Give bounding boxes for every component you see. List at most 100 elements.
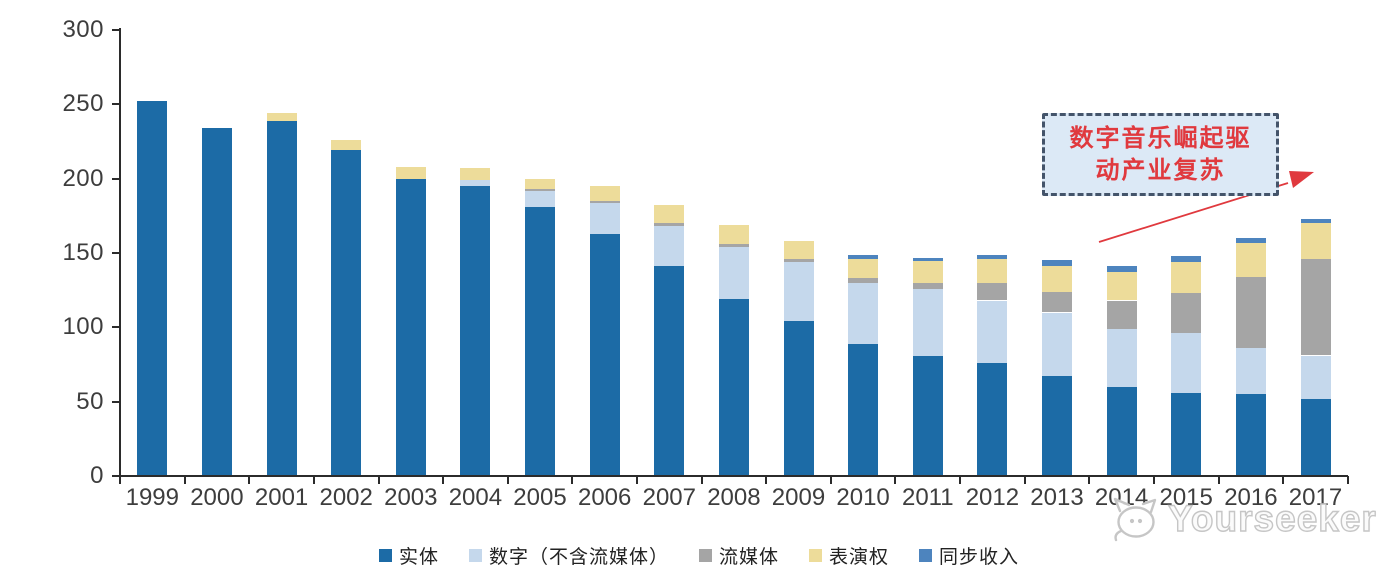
bar-segment xyxy=(848,258,879,279)
bar-segment xyxy=(589,202,620,234)
bar-segment xyxy=(654,226,685,267)
bar-segment xyxy=(525,189,555,191)
y-axis-tick-label: 250 xyxy=(62,90,104,118)
bar-segment xyxy=(1171,392,1202,476)
bar-segment xyxy=(654,266,685,476)
legend-item: 同步收入 xyxy=(919,542,1019,569)
x-axis-tick-label: 2011 xyxy=(901,484,954,511)
x-axis-tick xyxy=(1088,476,1091,484)
bar-segment xyxy=(977,300,1008,363)
bar-segment xyxy=(266,113,297,121)
bar-segment xyxy=(1171,261,1202,294)
bar-segment xyxy=(848,278,879,283)
annotation-callout: 数字音乐崛起驱 动产业复苏 xyxy=(1042,113,1279,196)
x-axis-tick-label: 2004 xyxy=(448,484,503,511)
x-axis-tick-label: 2012 xyxy=(965,484,1020,511)
y-axis-tick xyxy=(112,252,121,254)
bar-segment xyxy=(266,120,297,476)
bar-segment xyxy=(1171,333,1202,393)
bar-segment xyxy=(201,128,232,476)
bar-segment xyxy=(525,178,555,190)
x-axis-tick xyxy=(442,476,445,484)
x-axis-tick xyxy=(1023,476,1026,484)
bar-segment xyxy=(977,254,1008,259)
bar-segment xyxy=(912,288,943,356)
x-axis-tick xyxy=(1346,476,1349,484)
y-axis-tick-label: 300 xyxy=(62,16,104,43)
bar-segment xyxy=(589,201,620,203)
bar-segment xyxy=(1235,394,1266,476)
bar-segment xyxy=(1300,223,1331,259)
y-axis-tick xyxy=(112,29,121,31)
bar-segment xyxy=(525,206,555,476)
watermark: Yourseeker xyxy=(1106,492,1377,546)
bar-segment xyxy=(1171,256,1202,262)
watermark-text: Yourseeker xyxy=(1167,497,1377,539)
cat-logo-icon xyxy=(1113,497,1157,542)
bar-segment xyxy=(912,282,943,289)
x-axis-tick-label: 2013 xyxy=(1030,484,1084,511)
legend-label: 数字（不含流媒体） xyxy=(488,546,669,568)
x-axis-tick xyxy=(119,476,121,484)
legend-swatch-icon xyxy=(809,548,822,562)
x-axis-tick-label: 2000 xyxy=(190,484,244,511)
bar-segment xyxy=(1171,293,1202,334)
x-axis-tick xyxy=(1217,476,1220,484)
bar-segment xyxy=(460,168,491,181)
annotation-text-line1: 数字音乐崛起驱 xyxy=(1069,124,1252,152)
y-axis-tick-label: 100 xyxy=(62,313,104,341)
bar-segment xyxy=(912,260,943,283)
legend-swatch-icon xyxy=(378,548,392,562)
y-axis-tick xyxy=(112,400,121,403)
bar-segment xyxy=(848,282,879,344)
bar-segment xyxy=(1042,312,1072,377)
bar-segment xyxy=(1106,266,1137,273)
bar-segment xyxy=(460,186,491,476)
x-axis-tick xyxy=(183,476,186,484)
x-axis-tick-label: 2006 xyxy=(577,484,632,511)
bar-segment xyxy=(783,261,814,322)
y-axis-tick-label: 150 xyxy=(62,239,104,266)
bar-segment xyxy=(1235,276,1266,349)
bar-segment xyxy=(977,282,1008,301)
bar-segment xyxy=(783,258,814,262)
x-axis-tick xyxy=(377,476,380,484)
bar-segment xyxy=(783,241,814,259)
bar-segment xyxy=(1042,291,1072,313)
x-axis-tick-label: 2007 xyxy=(642,484,696,511)
bar-segment xyxy=(912,257,943,261)
x-axis-tick-label: 2005 xyxy=(513,484,567,511)
bar-segment xyxy=(1235,238,1266,243)
bar-segment xyxy=(848,343,879,476)
legend-label: 流媒体 xyxy=(718,546,779,568)
bar-segment xyxy=(977,258,1008,283)
x-axis-tick-label: 1999 xyxy=(125,484,179,511)
x-axis-tick xyxy=(765,476,768,484)
legend-item: 流媒体 xyxy=(698,542,779,569)
bar-segment xyxy=(1106,272,1137,301)
y-axis-tick-label: 200 xyxy=(62,164,104,192)
legend-item: 实体 xyxy=(378,542,439,569)
y-axis-tick-label: 0 xyxy=(90,462,104,489)
y-axis-line xyxy=(119,28,121,478)
bar-segment xyxy=(137,101,168,476)
x-axis-tick-label: 2017 xyxy=(1288,484,1343,511)
bar-segment xyxy=(1300,398,1331,476)
bar-segment xyxy=(848,254,879,259)
bar-segment xyxy=(1300,258,1331,356)
bar-segment xyxy=(395,166,426,179)
bar-segment xyxy=(1106,328,1137,387)
bar-segment xyxy=(1106,300,1137,329)
bar-segment xyxy=(1300,355,1331,399)
y-axis-tick xyxy=(112,475,121,477)
bar-segment xyxy=(1042,260,1072,267)
bar-segment xyxy=(718,247,749,300)
legend-label: 实体 xyxy=(398,546,439,568)
x-axis-tick-label: 2010 xyxy=(836,484,890,511)
y-axis-tick xyxy=(112,326,121,329)
legend-item: 数字（不含流媒体） xyxy=(468,542,669,569)
x-axis-tick-label: 2015 xyxy=(1159,484,1213,511)
bar-segment xyxy=(331,150,362,476)
bar-segment xyxy=(1106,386,1137,476)
